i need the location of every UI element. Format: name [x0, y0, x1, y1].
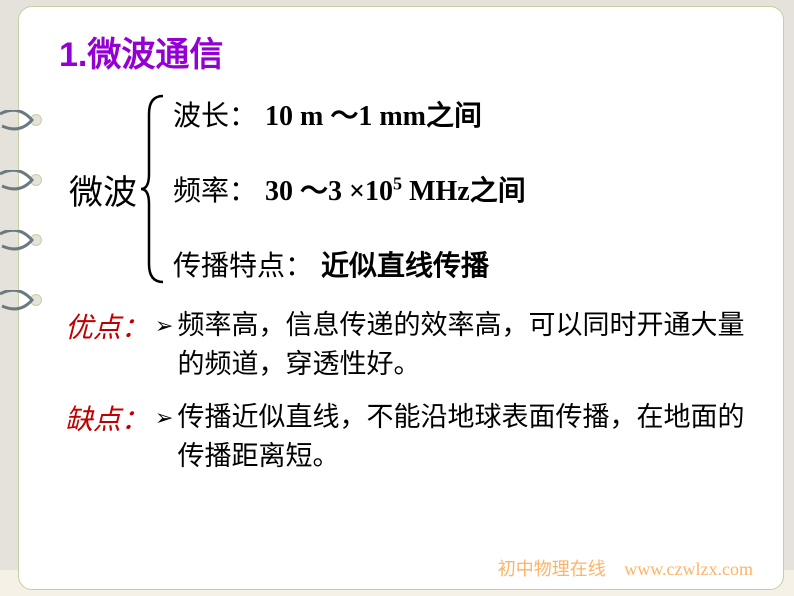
spiral-binding — [2, 110, 38, 350]
disadvantage-text: 传播近似直线，不能沿地球表面传播，在地面的传播距离短。 — [177, 398, 747, 476]
footer-url: www.czwlzx.com — [624, 559, 753, 579]
wavelength-value: 10 m ～1 mm之间 — [265, 94, 482, 134]
frequency-value: 30 ～3 ×105 MHz之间 — [265, 169, 526, 209]
propagation-value: 近似直线传播 — [321, 250, 489, 281]
advantage-text: 频率高，信息传递的效率高，可以同时开通大量的频道，穿透性好。 — [177, 306, 747, 384]
advantage-label: 优点： — [65, 306, 149, 346]
wavelength-label: 波长： — [173, 94, 257, 134]
microwave-label: 微波 — [69, 165, 137, 214]
footer-site: 初中物理在线 — [498, 559, 606, 579]
frequency-row: 频率： 30 ～3 ×105 MHz之间 — [173, 169, 526, 209]
propagation-row: 传播特点： 近似直线传播 — [173, 244, 526, 284]
footer: 初中物理在线 www.czwlzx.com — [498, 555, 753, 581]
disadvantage-row: 缺点： ➢ 传播近似直线，不能沿地球表面传播，在地面的传播距离短。 — [65, 398, 753, 476]
bullet-icon: ➢ — [155, 398, 173, 438]
section-title: 1.微波通信 — [59, 27, 753, 76]
advantage-row: 优点： ➢ 频率高，信息传递的效率高，可以同时开通大量的频道，穿透性好。 — [65, 306, 753, 384]
disadvantage-label: 缺点： — [65, 398, 149, 438]
left-brace — [139, 94, 165, 284]
propagation-label: 传播特点： — [173, 244, 313, 284]
bullet-icon: ➢ — [155, 306, 173, 346]
page-surface: 1.微波通信 微波 波长： 10 m ～1 mm之间 频率： 30 ～3 ×10… — [18, 6, 784, 590]
wavelength-row: 波长： 10 m ～1 mm之间 — [173, 94, 526, 134]
frequency-label: 频率： — [173, 169, 257, 209]
microwave-definition: 微波 波长： 10 m ～1 mm之间 频率： 30 ～3 ×105 MHz之间… — [69, 94, 753, 284]
